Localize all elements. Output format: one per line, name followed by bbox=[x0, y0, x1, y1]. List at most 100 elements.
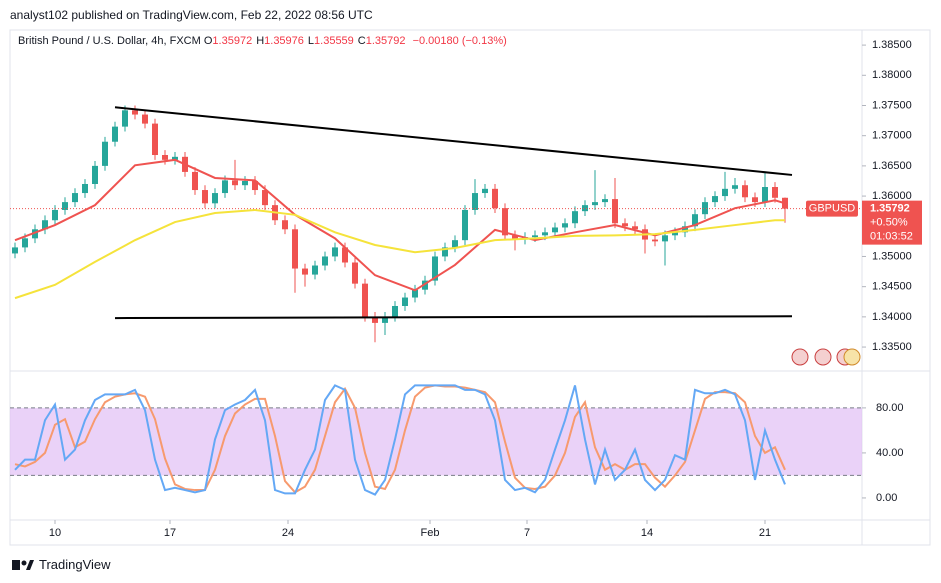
candle-body bbox=[572, 211, 578, 224]
candle-body bbox=[242, 180, 248, 186]
candle-body bbox=[82, 183, 88, 194]
candle-body bbox=[252, 180, 258, 191]
y-tick-label: 1.38000 bbox=[872, 69, 912, 81]
candle-body bbox=[52, 209, 58, 221]
moving-average bbox=[14, 158, 786, 292]
candle-body bbox=[652, 239, 658, 242]
candle-body bbox=[482, 188, 488, 194]
candle-body bbox=[672, 232, 678, 236]
candle-body bbox=[212, 193, 218, 204]
candle-body bbox=[32, 229, 38, 239]
candle-body bbox=[42, 220, 48, 230]
x-tick-label: 21 bbox=[759, 527, 771, 539]
price-tag bbox=[862, 200, 922, 245]
candle-body bbox=[122, 110, 128, 127]
candle-body bbox=[192, 171, 198, 191]
candle-body bbox=[472, 193, 478, 210]
candle-body bbox=[302, 268, 308, 275]
candle-body bbox=[172, 156, 178, 160]
symbol-title: British Pound / U.S. Dollar, 4h, FXCM bbox=[18, 35, 201, 47]
y-tick-label: 1.36500 bbox=[872, 160, 912, 172]
candle-body bbox=[632, 226, 638, 230]
trend-line bbox=[114, 315, 793, 320]
candle-body bbox=[552, 227, 558, 233]
candle-body bbox=[622, 223, 628, 227]
y-tick-label: 1.37000 bbox=[872, 130, 912, 142]
candle-body bbox=[662, 235, 668, 242]
footer: TradingView bbox=[12, 557, 111, 572]
y-tick-label: 80.00 bbox=[876, 402, 904, 414]
candle-body bbox=[282, 220, 288, 230]
candle-body bbox=[762, 187, 768, 203]
candle-body bbox=[132, 110, 138, 115]
candle-body bbox=[592, 202, 598, 206]
ohlc-label: L bbox=[307, 35, 315, 47]
x-tick-label: 17 bbox=[164, 527, 176, 539]
candle-body bbox=[102, 141, 108, 166]
candle-body bbox=[702, 202, 708, 215]
oscillator-line bbox=[14, 384, 786, 496]
candle-body bbox=[732, 185, 738, 189]
candle-body bbox=[202, 190, 208, 204]
candle-body bbox=[532, 235, 538, 238]
candle-body bbox=[432, 256, 438, 281]
brand: TradingView bbox=[39, 557, 111, 572]
ohlc-value: 1.35972 bbox=[212, 35, 253, 47]
symbol-tag bbox=[806, 200, 858, 217]
candle-body bbox=[322, 256, 328, 266]
candle-body bbox=[412, 289, 418, 298]
publish-info: analyst102 published on TradingView.com,… bbox=[10, 8, 373, 22]
candle-body bbox=[742, 185, 748, 198]
candle-body bbox=[722, 188, 728, 197]
price-tag-change: +0.50% bbox=[870, 217, 908, 229]
frame bbox=[9, 29, 931, 546]
candle-body bbox=[712, 196, 718, 203]
change: −0.00180 (−0.13%) bbox=[412, 35, 507, 47]
y-tick-label: 1.33500 bbox=[872, 341, 912, 353]
candle-body bbox=[342, 247, 348, 263]
oscillator-band bbox=[10, 407, 862, 476]
candle-body bbox=[222, 180, 228, 194]
candle-body bbox=[72, 193, 78, 203]
candle-body bbox=[612, 199, 618, 224]
x-tick-label: Feb bbox=[421, 527, 440, 539]
y-tick-label: 1.34000 bbox=[872, 311, 912, 323]
trend-line bbox=[114, 106, 793, 176]
symbol-tag-label: GBPUSD bbox=[809, 203, 856, 215]
moving-average bbox=[14, 208, 785, 300]
candle-body bbox=[312, 265, 318, 275]
price-tag-countdown: 01:03:52 bbox=[870, 231, 913, 243]
candle-body bbox=[392, 305, 398, 317]
candle-body bbox=[152, 123, 158, 156]
y-tick-label: 0.00 bbox=[876, 492, 897, 504]
candle-body bbox=[332, 247, 338, 257]
candle-body bbox=[92, 165, 98, 184]
ohlc-value: 1.35559 bbox=[314, 35, 354, 47]
candle-body bbox=[462, 209, 468, 241]
candle-body bbox=[62, 202, 68, 210]
ohlc: O1.35972 H1.35976 L1.35559 C1.35792 bbox=[204, 35, 410, 47]
y-tick-label: 40.00 bbox=[876, 447, 904, 459]
candle-body bbox=[562, 223, 568, 228]
x-tick-label: 24 bbox=[282, 527, 294, 539]
candle-body bbox=[352, 262, 358, 284]
candle-body bbox=[512, 235, 518, 240]
candle-body bbox=[772, 187, 778, 198]
candle-body bbox=[752, 197, 758, 203]
candle-body bbox=[262, 190, 268, 206]
x-tick-label: 10 bbox=[49, 527, 61, 539]
brand-logo bbox=[12, 559, 34, 570]
candle-body bbox=[692, 214, 698, 227]
candle-body bbox=[232, 180, 238, 186]
y-tick-label: 1.36000 bbox=[872, 190, 912, 202]
candle-body bbox=[582, 205, 588, 212]
candle-body bbox=[502, 208, 508, 236]
candle-body bbox=[382, 316, 388, 323]
ohlc-label: H bbox=[256, 35, 265, 47]
candle-body bbox=[372, 316, 378, 323]
oscillator-line bbox=[14, 384, 786, 494]
candle-body bbox=[402, 297, 408, 306]
candle-body bbox=[112, 126, 118, 142]
